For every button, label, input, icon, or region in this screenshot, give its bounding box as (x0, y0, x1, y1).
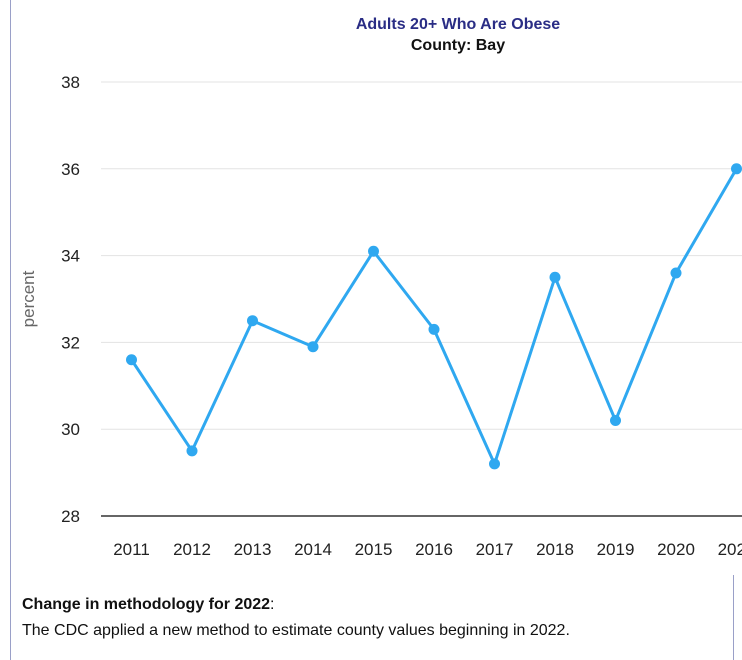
x-tick-label: 2015 (355, 540, 393, 559)
x-tick-label: 2017 (476, 540, 514, 559)
y-axis-label: percent (19, 270, 38, 327)
data-point (670, 267, 682, 279)
x-tick-label: 2018 (536, 540, 574, 559)
data-point (186, 445, 198, 457)
data-point (489, 458, 500, 470)
data-point (731, 163, 742, 175)
line-chart: 28 30 32 34 36 38 2011 2012 2013 2014 2015 2016 2017… (19, 16, 742, 559)
series-line (130, 168, 738, 466)
x-tick-label: 2016 (415, 540, 453, 559)
data-point (368, 245, 379, 257)
data-point (126, 354, 137, 366)
y-tick-label: 36 (61, 160, 80, 179)
x-tick-label: 2019 (597, 540, 635, 559)
data-point (307, 341, 319, 353)
x-tick-label: 2013 (234, 540, 272, 559)
x-tick-label: 2020 (657, 540, 695, 559)
x-tick-label: 2012 (173, 540, 211, 559)
chart-subtitle: County: Bay (410, 37, 506, 54)
frame-right-border (733, 575, 734, 660)
y-tick-label: 32 (61, 333, 80, 352)
y-tick-label: 34 (61, 247, 80, 266)
y-tick-label: 38 (61, 73, 80, 92)
chart-title: Adults 20+ Who Are Obese (355, 16, 561, 33)
x-tick-label: 2011 (113, 540, 150, 559)
x-tick-label: 2014 (294, 540, 332, 559)
y-tick-label: 30 (61, 420, 80, 439)
methodology-note-text: The CDC applied a new method to estimate… (22, 622, 570, 639)
y-tick-label: 28 (61, 507, 80, 526)
data-point (549, 271, 561, 283)
x-tick-label: 2021 (718, 540, 742, 559)
methodology-note-heading: Change in methodology for 2022 (22, 596, 271, 613)
frame-left-border (10, 0, 11, 660)
data-point (610, 415, 621, 427)
chart-svg: 28 30 32 34 36 38 2011 2012 2013 2014 2015 2016 2017… (19, 73, 742, 559)
methodology-note-colon: : (270, 596, 275, 613)
methodology-note: Change in methodology for 2022: The CDC … (22, 592, 722, 644)
data-point (428, 323, 440, 335)
data-point (247, 315, 258, 327)
